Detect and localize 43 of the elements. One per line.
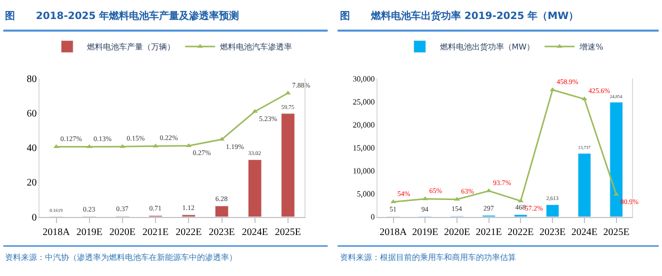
x-tick-label: 2019E xyxy=(412,226,438,238)
point xyxy=(550,87,556,92)
y-tick-label: 80 xyxy=(26,74,37,85)
y-tick-label: 30,000 xyxy=(352,74,375,84)
y-tick-label: 10,000 xyxy=(352,166,375,176)
x-tick-label: 2018A xyxy=(42,226,71,238)
y-tick-label: 0 xyxy=(370,212,375,222)
y-tick-label: 25,000 xyxy=(352,97,375,106)
chart-title: 图 2018-2025 年燃料电池车产量及渗透率预测 xyxy=(5,10,240,22)
y-tick-label: 5,000 xyxy=(356,190,375,199)
x-tick-label: 2024E xyxy=(242,226,268,238)
x-tick-label: 2021E xyxy=(476,226,502,238)
bar xyxy=(578,153,592,217)
point xyxy=(454,196,460,201)
x-tick-label: 2018A xyxy=(380,226,408,238)
x-tick-label: 2023E xyxy=(208,226,235,238)
x-tick-label: 2021E xyxy=(142,226,169,238)
x-tick-label: 2022E xyxy=(508,226,534,238)
y-tick-label: 60 xyxy=(26,108,37,120)
x-tick-label: 2023E xyxy=(540,226,566,238)
x-tick-label: 2025E xyxy=(603,226,630,238)
chart-title: 图 燃料电池车出货功率 2019-2025 年（MW） xyxy=(340,10,579,22)
x-tick-label: 2025E xyxy=(274,226,302,238)
y-tick-label: 0 xyxy=(32,212,37,224)
text: 资料来源：中汽协（渗透率为燃料电池车在新能源车中的渗透率） xyxy=(5,253,237,262)
y-tick-label: 20,000 xyxy=(352,120,375,130)
x-tick-label: 2019E xyxy=(76,226,102,238)
bar xyxy=(214,206,229,217)
legend-label: 燃料电池汽车渗透率 xyxy=(220,42,292,52)
bar xyxy=(248,159,262,217)
bar xyxy=(281,113,295,217)
legend-label: 燃料电池出货功率（MW） xyxy=(440,42,535,52)
text: 资料来源：根据目前的乘用车和商用车的功率估算 xyxy=(340,253,516,262)
legend-label: 增速% xyxy=(578,42,604,52)
x-tick-label: 2020E xyxy=(444,226,470,238)
y-tick-label: 15,000 xyxy=(352,143,375,152)
legend-label: 燃料电池车产量（万辆） xyxy=(87,42,176,52)
bar xyxy=(546,204,560,217)
y-tick-label: 20 xyxy=(26,178,37,189)
y-tick-label: 40 xyxy=(26,143,37,154)
x-tick-label: 2020E xyxy=(109,226,136,238)
x-tick-label: 2022E xyxy=(176,226,202,238)
x-tick-label: 2024E xyxy=(571,226,598,238)
